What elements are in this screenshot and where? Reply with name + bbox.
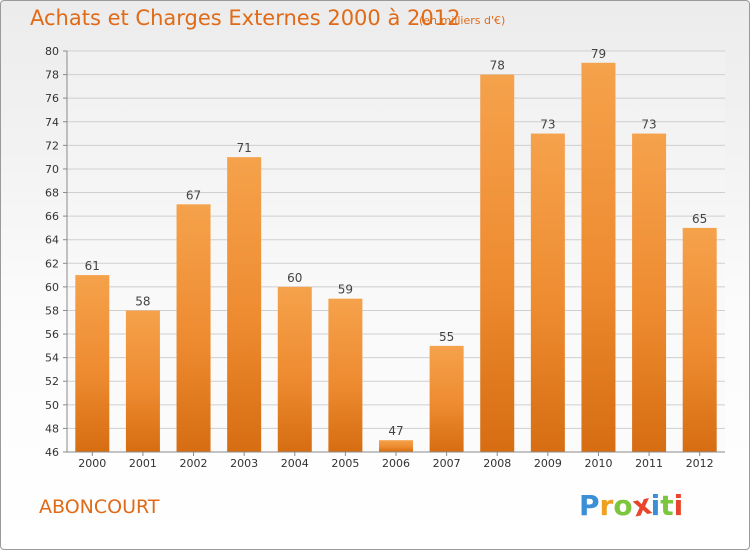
data-label: 61	[85, 259, 100, 273]
bar	[480, 74, 515, 453]
y-tick-label: 62	[45, 257, 59, 270]
y-tick-label: 68	[45, 187, 59, 200]
data-label: 47	[388, 424, 403, 438]
chart-title: Achats et Charges Externes 2000 à 2012	[30, 6, 461, 30]
x-tick-label: 2000	[78, 457, 106, 470]
data-label: 65	[692, 212, 707, 226]
bar	[581, 62, 616, 452]
x-tick-label: 2002	[180, 457, 208, 470]
x-tick-label: 2006	[382, 457, 410, 470]
proxiti-logo: Proxiti	[579, 487, 684, 523]
bar	[530, 133, 565, 452]
x-tick-label: 2001	[129, 457, 157, 470]
x-tick-label: 2007	[433, 457, 461, 470]
x-tick-label: 2010	[584, 457, 612, 470]
logo-letter: o	[613, 489, 633, 522]
x-tick-label: 2011	[635, 457, 663, 470]
x-tick-label: 2009	[534, 457, 562, 470]
logo-letter: i	[673, 489, 684, 522]
y-tick-label: 46	[45, 446, 59, 459]
y-tick-label: 80	[45, 45, 59, 58]
data-label: 67	[186, 188, 201, 202]
y-tick-label: 78	[45, 69, 59, 82]
y-tick-label: 58	[45, 304, 59, 317]
x-tick-label: 2008	[483, 457, 511, 470]
bar	[75, 275, 110, 452]
data-label: 73	[641, 118, 656, 132]
y-tick-label: 76	[45, 92, 59, 105]
data-label: 79	[591, 47, 606, 61]
logo-letter: t	[660, 489, 674, 522]
data-label: 55	[439, 330, 454, 344]
x-tick-label: 2004	[281, 457, 309, 470]
y-tick-label: 52	[45, 375, 59, 388]
commune-name: ABONCOURT	[39, 496, 160, 518]
data-label: 58	[135, 294, 150, 308]
logo-letter: P	[579, 489, 600, 522]
y-tick-label: 50	[45, 399, 59, 412]
plot-area	[67, 51, 725, 452]
data-label: 71	[237, 141, 252, 155]
x-tick-label: 2003	[230, 457, 258, 470]
y-tick-label: 60	[45, 281, 59, 294]
data-label: 78	[490, 59, 505, 73]
y-tick-label: 48	[45, 422, 59, 435]
y-tick-label: 64	[45, 234, 59, 247]
x-tick-label: 2005	[331, 457, 359, 470]
bar	[379, 440, 413, 452]
bar	[277, 286, 312, 452]
bar	[125, 310, 160, 452]
data-label: 60	[287, 271, 302, 285]
chart-subtitle: (en milliers d'€)	[419, 14, 506, 27]
y-tick-label: 54	[45, 352, 59, 365]
bar	[176, 204, 211, 452]
y-tick-label: 66	[45, 210, 59, 223]
bar	[682, 227, 717, 452]
y-tick-label: 74	[45, 116, 59, 129]
bar	[429, 345, 464, 452]
bar	[328, 298, 363, 452]
y-tick-label: 56	[45, 328, 59, 341]
x-tick-label: 2012	[686, 457, 714, 470]
bar	[632, 133, 667, 452]
logo-letter: i	[650, 489, 661, 522]
logo-letter: r	[599, 489, 614, 522]
data-label: 73	[540, 118, 555, 132]
y-tick-label: 72	[45, 139, 59, 152]
data-label: 59	[338, 283, 353, 297]
bar	[227, 157, 262, 452]
y-tick-label: 70	[45, 163, 59, 176]
